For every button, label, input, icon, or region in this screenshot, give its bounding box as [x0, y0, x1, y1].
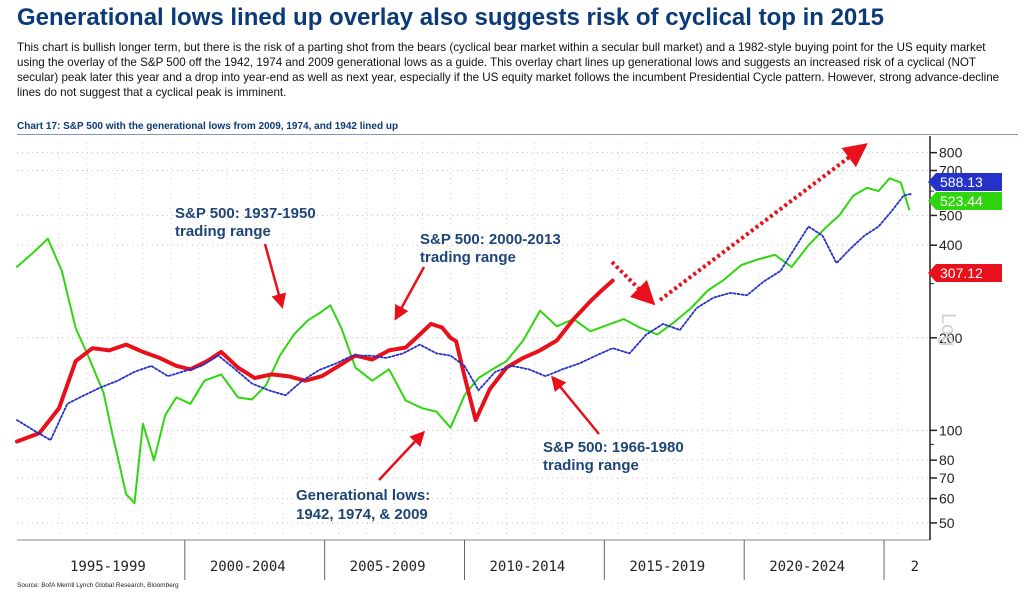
y-tick-label-50: 50	[939, 515, 955, 531]
x-axis-labels: 1995-1999 2000-2004 2005-2009 2010-2014 2015…	[70, 559, 919, 575]
source-note: Source: BofA Merrill Lynch Global Resear…	[17, 582, 179, 589]
y-tick-label-400: 400	[939, 237, 963, 253]
forecast-arrows	[610, 143, 868, 306]
last-value-tags: 588.13 523.44 307.12	[928, 173, 1002, 282]
log-scale-label: Log	[937, 313, 959, 346]
x-period-label-5: 2020-2024	[769, 559, 845, 575]
annotation-arrow-1937-1950	[263, 243, 287, 309]
series-line-e8101a	[15, 278, 615, 444]
annotation-generational-lows-line1: Generational lows:	[296, 487, 430, 504]
page-title: Generational lows lined up overlay also …	[17, 4, 884, 31]
last-value-label-0: 307.12	[940, 265, 983, 281]
y-tick-label-200: 200	[939, 330, 963, 346]
last-value-tag-0	[928, 264, 1002, 282]
forecast-arrow-up	[658, 143, 868, 302]
annotation-arrow-generational-lows	[378, 430, 426, 481]
annotation-2000-2013-line2: trading range	[420, 249, 516, 266]
last-value-tag-1	[928, 192, 1002, 210]
y-tick-label-500: 500	[939, 207, 963, 223]
x-period-label-0: 1995-1999	[70, 559, 146, 575]
y-tick-label-800: 800	[939, 145, 963, 161]
last-value-label-2: 588.13	[940, 174, 983, 190]
y-tick-label-80: 80	[939, 452, 955, 468]
annotation-1937-1950-line1: S&P 500: 1937-1950	[175, 205, 316, 222]
x-period-label-4: 2015-2019	[629, 559, 705, 575]
annotation-generational-lows-line2: 1942, 1974, & 2009	[296, 506, 428, 523]
series-lines	[15, 177, 913, 505]
intro-paragraph: This chart is bullish longer term, but t…	[17, 41, 1000, 99]
period-separators	[17, 539, 930, 580]
annotation-1966-1980-line1: S&P 500: 1966-1980	[543, 439, 684, 456]
series-line-2fd60f	[16, 177, 911, 505]
last-value-label-1: 523.44	[940, 193, 983, 209]
y-tick-label-60: 60	[939, 491, 955, 507]
annotation-1937-1950-line2: trading range	[175, 223, 271, 240]
y-tick-label-100: 100	[939, 422, 963, 438]
y-tick-label-70: 70	[939, 470, 955, 486]
last-value-tag-2	[928, 173, 1002, 191]
annotations: S&P 500: 1937-1950 trading range S&P 500…	[175, 205, 959, 523]
caption-rule	[17, 134, 1018, 135]
x-period-label-3: 2010-2014	[490, 559, 566, 575]
annotation-1966-1980-line2: trading range	[543, 457, 639, 474]
x-period-label-6: 2	[911, 559, 919, 575]
annotation-arrow-1966-1980	[551, 375, 600, 435]
annotation-arrow-2000-2013	[394, 266, 426, 321]
gridlines	[17, 143, 930, 537]
series-line-2432c8	[16, 192, 913, 442]
annotation-2000-2013-line1: S&P 500: 2000-2013	[420, 231, 561, 248]
x-period-label-1: 2000-2004	[210, 559, 286, 575]
chart-caption: Chart 17: S&P 500 with the generational …	[17, 121, 399, 132]
x-period-label-2: 2005-2009	[350, 559, 426, 575]
